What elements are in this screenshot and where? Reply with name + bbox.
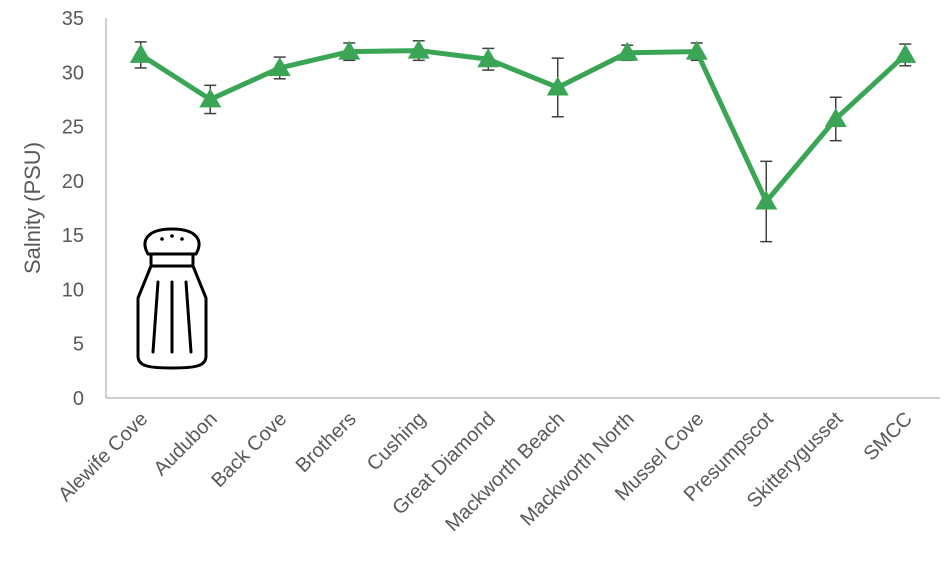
y-tick-label-30: 30 xyxy=(62,62,84,84)
x-tick-label: SMCC xyxy=(860,408,917,465)
data-point xyxy=(268,56,291,76)
y-tick-label-20: 20 xyxy=(62,171,84,193)
x-tick-label: Back Cove xyxy=(207,408,291,492)
x-tick-label: Brothers xyxy=(292,408,361,477)
y-tick-label-0: 0 xyxy=(73,388,84,410)
data-point xyxy=(755,190,778,210)
x-tick-label: Audubon xyxy=(150,408,222,480)
y-tick-label-15: 15 xyxy=(62,225,84,247)
y-tick-label-5: 5 xyxy=(73,334,84,356)
data-point xyxy=(407,39,430,59)
data-point xyxy=(338,40,361,60)
data-point xyxy=(546,76,569,96)
data-point xyxy=(824,107,847,127)
x-tick-label: Alewife Cove xyxy=(54,408,152,506)
y-tick-labels: 0 5 10 15 20 25 30 35 xyxy=(62,8,84,410)
series-line xyxy=(139,48,907,204)
data-point xyxy=(685,40,708,60)
y-tick-label-10: 10 xyxy=(62,279,84,301)
y-axis-label: Salnity (PSU) xyxy=(20,142,45,274)
data-point xyxy=(199,88,222,108)
y-tick-label-35: 35 xyxy=(62,8,84,30)
data-point xyxy=(129,43,152,63)
salt-shaker-icon xyxy=(136,227,208,370)
x-tick-label: Cushing xyxy=(363,408,430,475)
data-point xyxy=(894,43,917,63)
x-tick-label: Mackworth Beach xyxy=(441,408,569,536)
data-markers xyxy=(129,39,917,210)
data-point xyxy=(477,48,500,68)
data-point xyxy=(616,41,639,61)
y-tick-label-25: 25 xyxy=(62,117,84,139)
